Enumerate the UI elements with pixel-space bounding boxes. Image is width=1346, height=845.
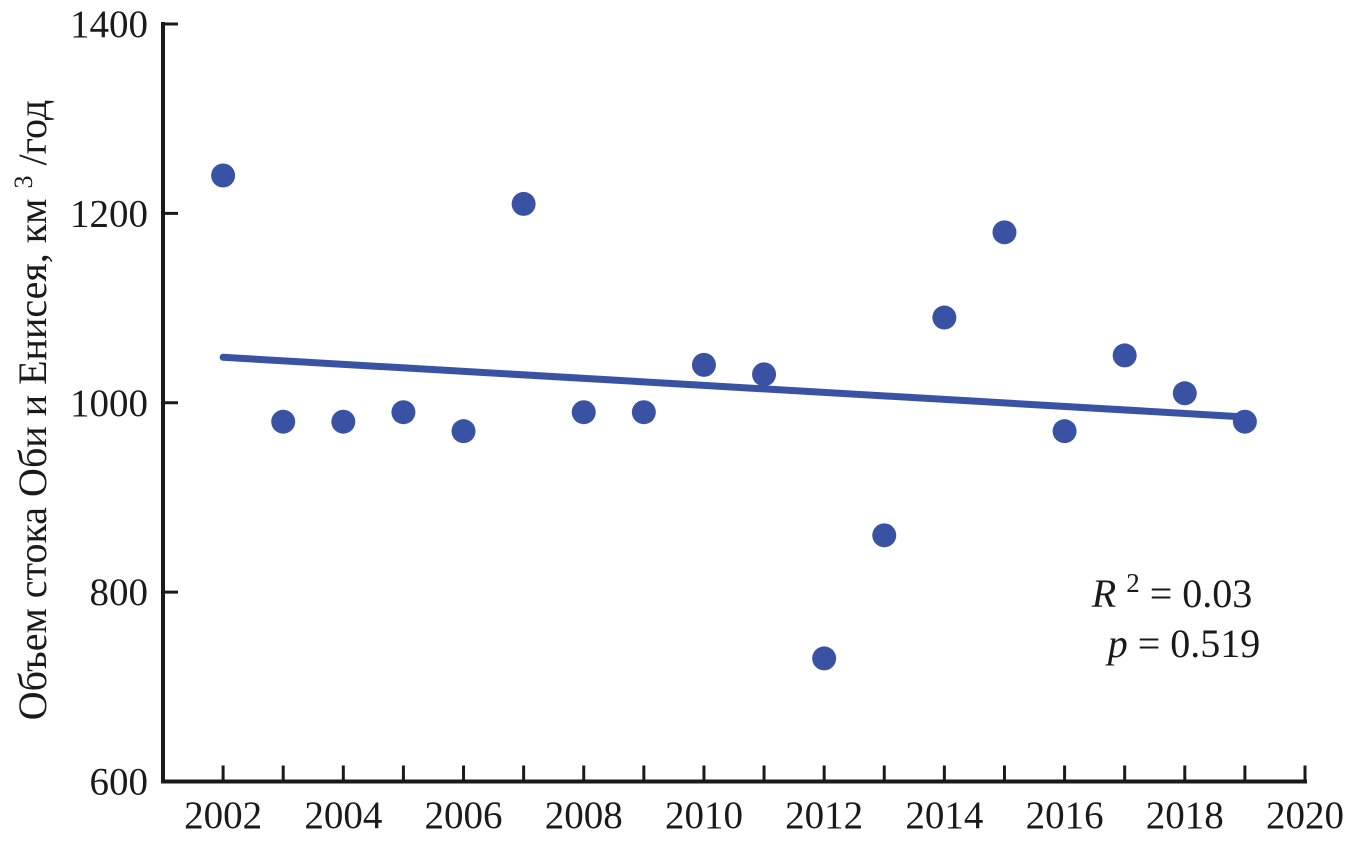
data-point	[1052, 419, 1077, 444]
data-point	[571, 400, 596, 425]
p-value-value: = 0.519	[1138, 621, 1261, 666]
r-squared-annotation: R 2 = 0.03	[1091, 556, 1253, 616]
data-point	[1112, 343, 1137, 368]
data-point	[271, 409, 296, 434]
x-tick-label: 2012	[785, 794, 863, 837]
y-axis-title-main: Объем стока Оби и Енисея, км	[10, 199, 55, 721]
y-tick-label: 800	[90, 571, 149, 614]
x-axis-tick-labels: 2002 2004 2006 2008 2010 2012 2014 2016 2018 2020	[184, 794, 1344, 837]
x-tick-label: 2018	[1146, 794, 1224, 837]
y-tick-label: 1400	[70, 3, 148, 46]
x-tick-label: 2008	[545, 794, 623, 837]
y-axis-title-superscript: 3	[9, 176, 38, 189]
data-point	[211, 163, 236, 188]
data-point	[451, 419, 476, 444]
r-squared-symbol: R	[1091, 571, 1116, 616]
trend-line-group	[219, 353, 1249, 421]
data-point	[752, 362, 777, 387]
data-point	[812, 646, 837, 671]
y-axis-ticks	[163, 22, 178, 783]
y-tick-label: 600	[90, 761, 149, 804]
y-axis-tick-labels: 600 800 1000 1200 1400	[70, 3, 148, 804]
data-point	[992, 220, 1017, 245]
x-tick-label: 2020	[1266, 794, 1344, 837]
x-tick-label: 2004	[304, 794, 382, 837]
data-point	[631, 400, 656, 425]
y-tick-label: 1200	[70, 192, 148, 235]
trend-line	[219, 353, 1249, 421]
x-tick-label: 2010	[665, 794, 743, 837]
p-value-symbol: p	[1105, 621, 1128, 666]
data-point	[691, 352, 716, 377]
x-tick-label: 2002	[184, 794, 262, 837]
data-point	[872, 523, 897, 548]
data-point	[932, 305, 957, 330]
x-axis-ticks	[221, 765, 1307, 782]
data-points-group	[211, 163, 1257, 671]
x-tick-label: 2014	[905, 794, 983, 837]
data-point	[1172, 381, 1197, 406]
y-axis-title-rest: /год	[10, 100, 55, 166]
data-point	[391, 400, 416, 425]
r-squared-superscript: 2	[1126, 568, 1140, 598]
data-point	[1232, 409, 1257, 434]
x-tick-label: 2016	[1026, 794, 1104, 837]
p-value-annotation: p = 0.519	[1105, 621, 1261, 666]
y-tick-label: 1000	[70, 382, 148, 425]
data-point	[511, 191, 536, 216]
r-squared-value: = 0.03	[1150, 571, 1253, 616]
x-tick-label: 2006	[425, 794, 503, 837]
y-axis-title: Объем стока Оби и Енисея, км 3 /год	[0, 100, 55, 720]
data-point	[331, 409, 356, 434]
